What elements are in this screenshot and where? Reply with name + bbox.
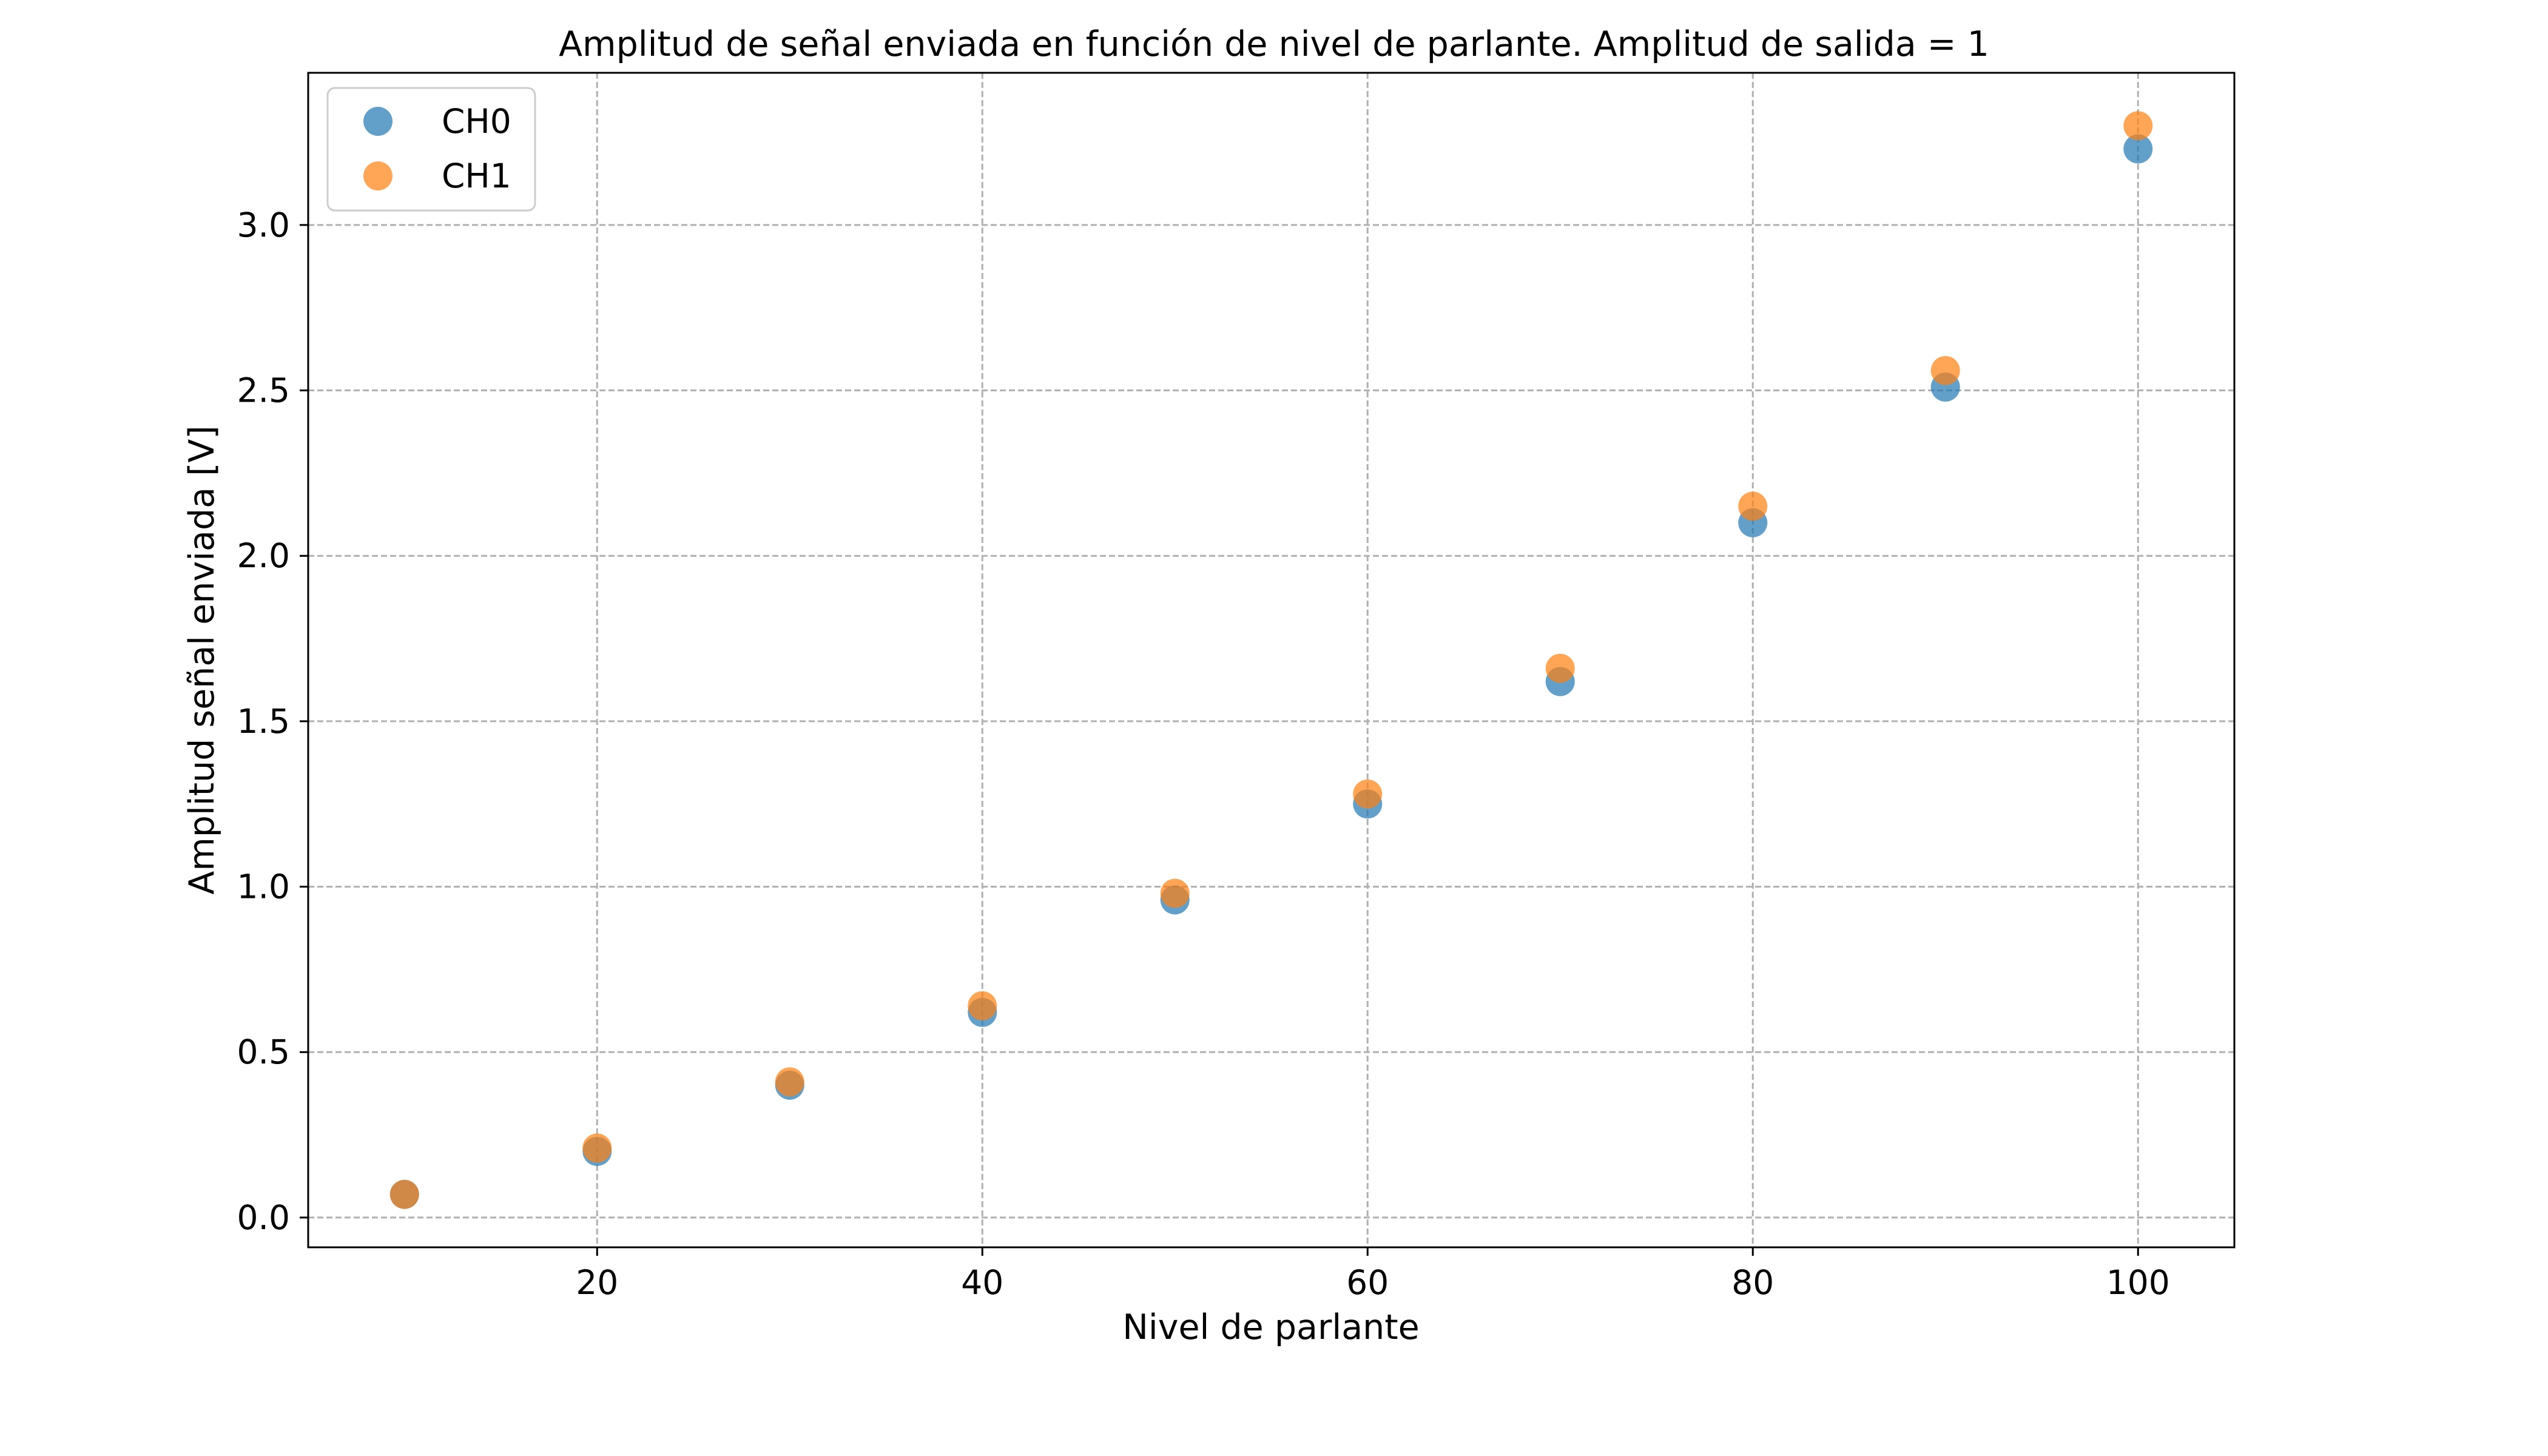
data-point-ch1 [1160, 878, 1190, 908]
y-tick-label: 0.5 [237, 1033, 290, 1071]
chart-title: Amplitud de señal enviada en función de … [559, 24, 1989, 64]
grid-lines [308, 73, 2234, 1247]
x-tick-label: 60 [1346, 1263, 1389, 1302]
y-tick-label: 2.0 [237, 536, 290, 575]
legend: CH0 CH1 [326, 87, 536, 212]
legend-marker-ch1 [363, 161, 393, 190]
x-tick-label: 40 [961, 1263, 1003, 1302]
x-tick-label: 80 [1731, 1263, 1774, 1302]
data-point-ch1 [1738, 491, 1768, 521]
y-tick-label: 1.0 [237, 868, 290, 906]
y-tick-label: 2.5 [237, 371, 290, 410]
data-point-ch0 [2123, 134, 2153, 164]
x-axis-ticks: 20 40 60 80 100 [576, 1247, 2170, 1302]
x-tick-label: 100 [2106, 1263, 2170, 1302]
y-axis-ticks: 0.0 0.5 1.0 1.5 2.0 2.5 3.0 [237, 206, 308, 1237]
data-point-ch1 [389, 1179, 419, 1209]
data-point-ch1 [775, 1067, 804, 1097]
y-tick-label: 3.0 [237, 206, 290, 244]
y-tick-label: 1.5 [237, 702, 290, 741]
data-point-ch1 [2123, 111, 2153, 141]
data-point-ch1 [1930, 356, 1960, 385]
data-point-ch1 [1545, 653, 1575, 683]
legend-label-ch0: CH0 [442, 102, 511, 141]
legend-marker-ch0 [363, 107, 393, 136]
data-point-ch1 [1353, 779, 1383, 809]
data-points [389, 111, 2153, 1209]
data-point-ch1 [582, 1133, 612, 1163]
x-tick-label: 20 [576, 1263, 618, 1302]
y-axis-label: Amplitud señal enviada [V] [182, 425, 222, 894]
y-tick-label: 0.0 [237, 1198, 290, 1237]
x-axis-label: Nivel de parlante [1122, 1307, 1419, 1347]
data-point-ch1 [968, 991, 997, 1020]
legend-label-ch1: CH1 [442, 157, 511, 195]
plot-area-frame [307, 72, 2236, 1249]
